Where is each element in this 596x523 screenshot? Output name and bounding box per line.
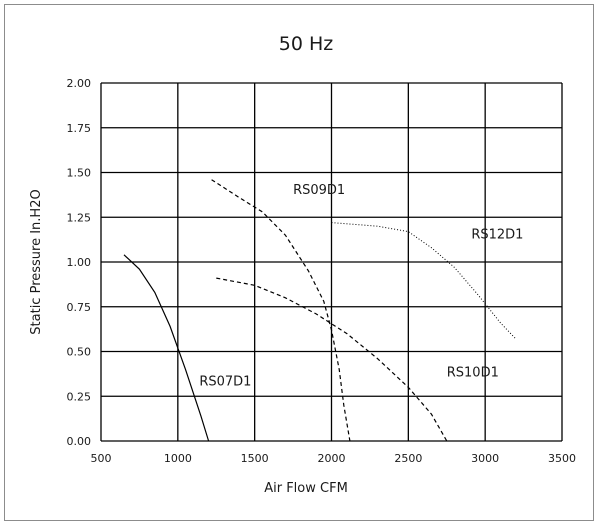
x-tick-label: 2000 — [318, 452, 346, 465]
x-tick-label: 3500 — [548, 452, 576, 465]
y-tick-label: 0.25 — [67, 390, 92, 403]
x-tick-label: 500 — [91, 452, 112, 465]
x-tick-label: 1000 — [164, 452, 192, 465]
y-tick-label: 0.00 — [67, 435, 92, 448]
y-axis-label: Static Pressure In.H2O — [29, 189, 44, 334]
series-line-rs09d1 — [211, 179, 351, 442]
series-line-rs12d1 — [331, 222, 517, 340]
x-tick-label: 3000 — [471, 452, 499, 465]
series-line-rs10d1 — [216, 277, 448, 442]
y-tick-label: 1.75 — [67, 122, 92, 135]
y-tick-label: 1.25 — [67, 211, 92, 224]
series-label-rs10d1: RS10D1 — [447, 366, 499, 381]
x-tick-label: 1500 — [241, 452, 269, 465]
series-line-rs07d1 — [123, 254, 210, 442]
y-tick-label: 1.50 — [67, 167, 92, 180]
y-tick-label: 1.00 — [67, 256, 92, 269]
chart-title: 50 Hz — [279, 33, 334, 55]
series-label-rs12d1: RS12D1 — [471, 228, 523, 243]
y-tick-label: 0.50 — [67, 346, 92, 359]
series-label-rs07d1: RS07D1 — [199, 375, 251, 390]
y-tick-label: 2.00 — [67, 77, 92, 90]
series-label-rs09d1: RS09D1 — [293, 183, 345, 198]
x-axis-label: Air Flow CFM — [264, 481, 348, 496]
x-tick-label: 2500 — [394, 452, 422, 465]
y-tick-label: 0.75 — [67, 301, 92, 314]
